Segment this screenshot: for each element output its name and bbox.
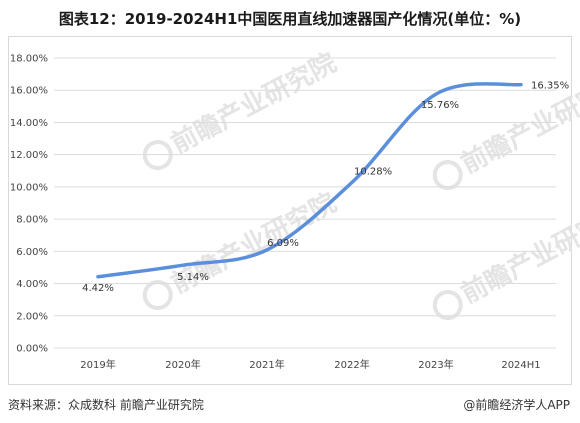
data-point xyxy=(265,248,269,252)
y-tick-label: 6.00% xyxy=(16,247,48,258)
source-note: 资料来源：众成数科 前瞻产业研究院 xyxy=(8,398,204,412)
x-tick-label: 2024H1 xyxy=(501,360,540,371)
data-label: 15.76% xyxy=(421,100,459,111)
data-point xyxy=(519,83,523,87)
y-tick-label: 16.00% xyxy=(10,86,48,97)
y-tick-label: 14.00% xyxy=(10,118,48,129)
data-point xyxy=(434,92,438,96)
y-tick-label: 12.00% xyxy=(10,150,48,161)
series-line xyxy=(96,82,523,279)
data-point xyxy=(350,180,354,184)
watermark: 前瞻产业研究院 xyxy=(142,187,341,311)
y-tick-label: 4.00% xyxy=(16,279,48,290)
x-tick-label: 2021年 xyxy=(249,358,284,371)
data-point xyxy=(96,275,100,279)
watermark-text: 前瞻产业研究院 xyxy=(456,197,580,310)
x-tick-label: 2022年 xyxy=(334,358,369,371)
data-label: 16.35% xyxy=(531,81,569,92)
y-tick-label: 18.00% xyxy=(10,54,48,65)
watermark-text: 前瞻产业研究院 xyxy=(166,47,341,160)
watermark: 前瞻产业研究院 xyxy=(142,47,341,171)
x-tick-label: 2020年 xyxy=(165,358,200,371)
y-tick-label: 0.00% xyxy=(16,344,48,355)
x-tick-label: 2023年 xyxy=(418,358,453,371)
brand-credit: @前瞻经济学人APP xyxy=(463,398,570,412)
data-label: 4.42% xyxy=(82,283,114,294)
y-tick-label: 2.00% xyxy=(16,311,48,322)
y-tick-label: 10.00% xyxy=(10,182,48,193)
data-label: 6.09% xyxy=(267,238,299,249)
chart-title: 图表12：2019-2024H1中国医用直线加速器国产化情况(单位：%) xyxy=(58,10,522,28)
x-tick-label: 2019年 xyxy=(80,358,115,371)
data-label: 10.28% xyxy=(354,166,392,177)
data-point xyxy=(181,263,185,267)
watermark: 前瞻产业研究院 xyxy=(432,197,580,321)
qianzhan-logo-icon xyxy=(142,280,173,311)
qianzhan-logo-icon xyxy=(432,290,463,321)
qianzhan-logo-icon xyxy=(142,140,173,171)
data-label: 5.14% xyxy=(177,272,209,283)
chart-frame xyxy=(8,36,572,385)
y-tick-label: 8.00% xyxy=(16,215,48,226)
